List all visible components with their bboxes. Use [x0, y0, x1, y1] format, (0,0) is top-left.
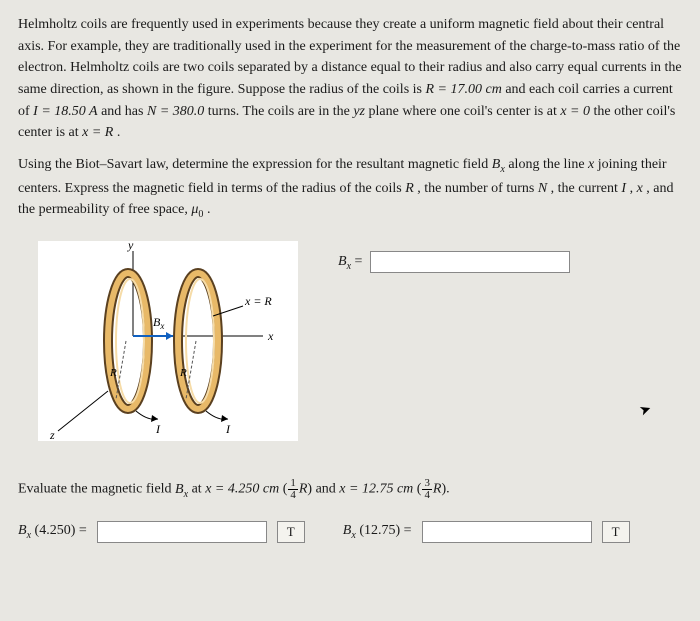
p2a: Using the Biot–Savart law, determine the… — [18, 157, 492, 172]
R-sym: R — [405, 181, 414, 196]
bx-answer-row: Bx = — [338, 251, 570, 274]
p2f: , — [630, 181, 637, 196]
xR: x = R — [82, 125, 113, 140]
bx-expression-input[interactable] — [370, 251, 570, 273]
bx-label: Bx = — [338, 251, 362, 274]
problem-paragraph-2: Using the Biot–Savart law, determine the… — [18, 154, 682, 223]
x-line: x — [588, 157, 594, 172]
I-sym: I — [621, 181, 626, 196]
problem-paragraph-1: Helmholtz coils are frequently used in e… — [18, 14, 682, 144]
I-value: I = 18.50 A — [33, 104, 97, 119]
p2b: along the line — [508, 157, 588, 172]
unit-box-2[interactable]: T — [602, 521, 630, 543]
N-sym: N — [538, 181, 547, 196]
unit-box-1[interactable]: T — [277, 521, 305, 543]
bx-12p75-input[interactable] — [422, 521, 592, 543]
Bx-sym: Bx — [492, 157, 505, 172]
x0: x = 0 — [560, 104, 590, 119]
mu-sym: μ0 — [191, 202, 203, 217]
svg-text:R: R — [179, 367, 187, 379]
axis-y-label: y — [127, 241, 134, 252]
R-value: R = 17.00 cm — [425, 82, 501, 97]
p1c-text: and has — [101, 104, 147, 119]
bx-12p75-label: Bx (12.75) = — [343, 520, 412, 543]
fig-xR-label: x = R — [244, 294, 272, 308]
p1d-text: turns. The coils are in the — [208, 104, 354, 119]
N-value: N = 380.0 — [147, 104, 204, 119]
bx-4p25-label: Bx (4.250) = — [18, 520, 87, 543]
p2h: . — [207, 202, 211, 217]
bx-4p25-input[interactable] — [97, 521, 267, 543]
yz-plane: yz — [353, 104, 365, 119]
axis-z-label: z — [49, 428, 55, 441]
p1e-text: plane where one coil's center is at — [369, 104, 561, 119]
svg-text:R: R — [109, 367, 117, 379]
evaluate-prompt: Evaluate the magnetic field Bx at x = 4.… — [18, 478, 682, 502]
figure-row: z y x Bx R — [18, 241, 682, 449]
x-sym: x — [637, 181, 643, 196]
p1g-text: . — [117, 125, 121, 140]
p2e: , the current — [551, 181, 622, 196]
p2d: , the number of turns — [417, 181, 538, 196]
axis-x-label: x — [267, 329, 274, 343]
numeric-answer-row: Bx (4.250) = T Bx (12.75) = T — [18, 520, 682, 543]
helmholtz-figure: z y x Bx R — [18, 241, 298, 449]
